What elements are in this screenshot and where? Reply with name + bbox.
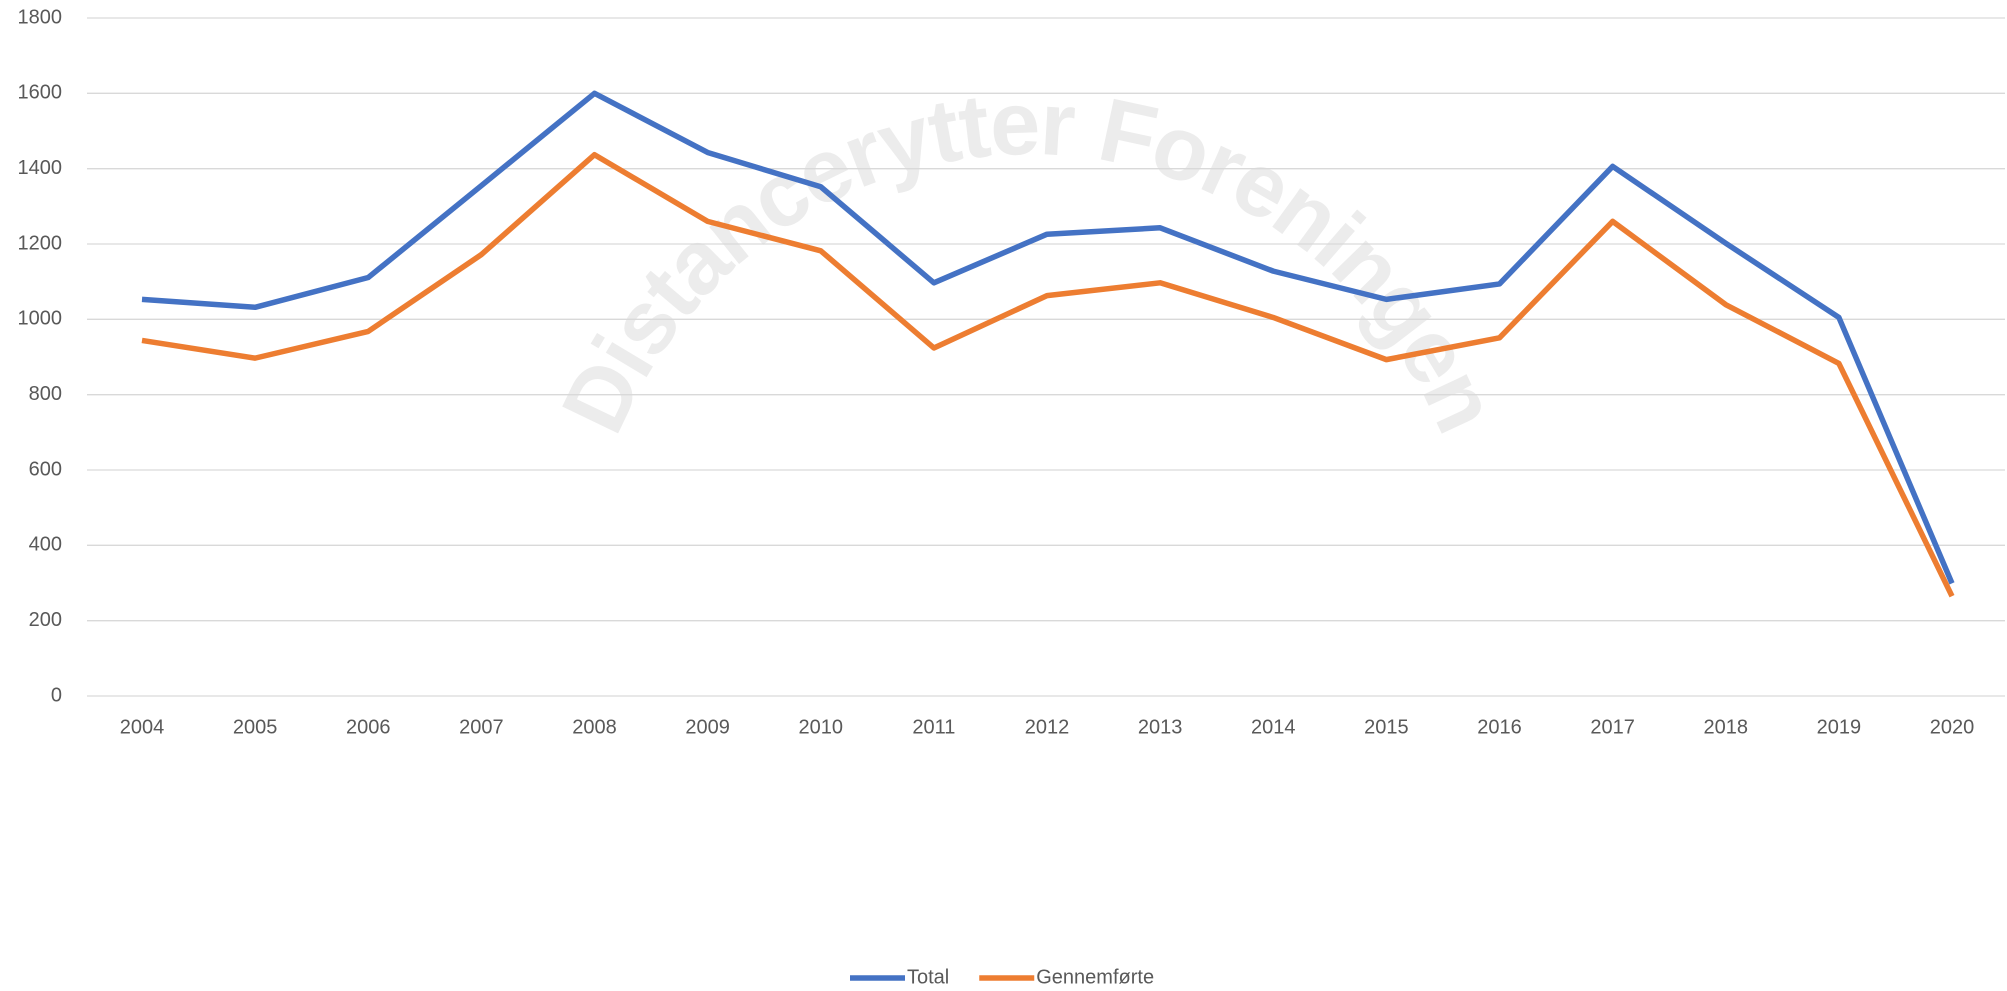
x-tick-label: 2015 — [1364, 716, 1409, 738]
x-tick-label: 2013 — [1138, 716, 1183, 738]
x-tick-label: 2014 — [1251, 716, 1296, 738]
y-tick-label: 600 — [29, 458, 62, 480]
x-tick-label: 2016 — [1477, 716, 1522, 738]
x-tick-label: 2009 — [685, 716, 730, 738]
y-tick-label: 0 — [51, 684, 62, 706]
y-tick-label: 1400 — [18, 157, 63, 179]
page: Distancerytter Foreningen 0 200 400 600 800 1… — [0, 0, 2007, 991]
y-tick-label: 1200 — [18, 232, 63, 254]
x-tick-label: 2007 — [459, 716, 504, 738]
chart: Distancerytter Foreningen 0 200 400 600 800 1… — [0, 0, 2007, 991]
y-tick-label: 1000 — [18, 308, 63, 330]
x-tick-label: 2018 — [1704, 716, 1749, 738]
x-tick-label: 2019 — [1817, 716, 1862, 738]
x-tick-label: 2005 — [233, 716, 278, 738]
y-tick-label: 400 — [29, 534, 62, 556]
series-line — [142, 155, 1952, 596]
watermark: Distancerytter Foreningen — [543, 73, 1517, 447]
x-tick-label: 2017 — [1590, 716, 1635, 738]
x-tick-label: 2008 — [572, 716, 617, 738]
x-tick-label: 2010 — [799, 716, 844, 738]
x-tick-label: 2004 — [120, 716, 165, 738]
x-tick-label: 2011 — [912, 716, 955, 738]
y-tick-label: 1800 — [18, 6, 63, 28]
y-tick-label: 800 — [29, 383, 62, 405]
y-tick-label: 200 — [29, 609, 62, 631]
legend-label: Gennemførte — [1036, 966, 1154, 988]
legend-label: Total — [907, 966, 949, 988]
x-tick-label: 2006 — [346, 716, 391, 738]
x-tick-label: 2020 — [1930, 716, 1975, 738]
y-tick-label: 1600 — [18, 82, 63, 104]
x-tick-label: 2012 — [1025, 716, 1070, 738]
watermark-text: Distancerytter Foreningen — [543, 73, 1517, 447]
